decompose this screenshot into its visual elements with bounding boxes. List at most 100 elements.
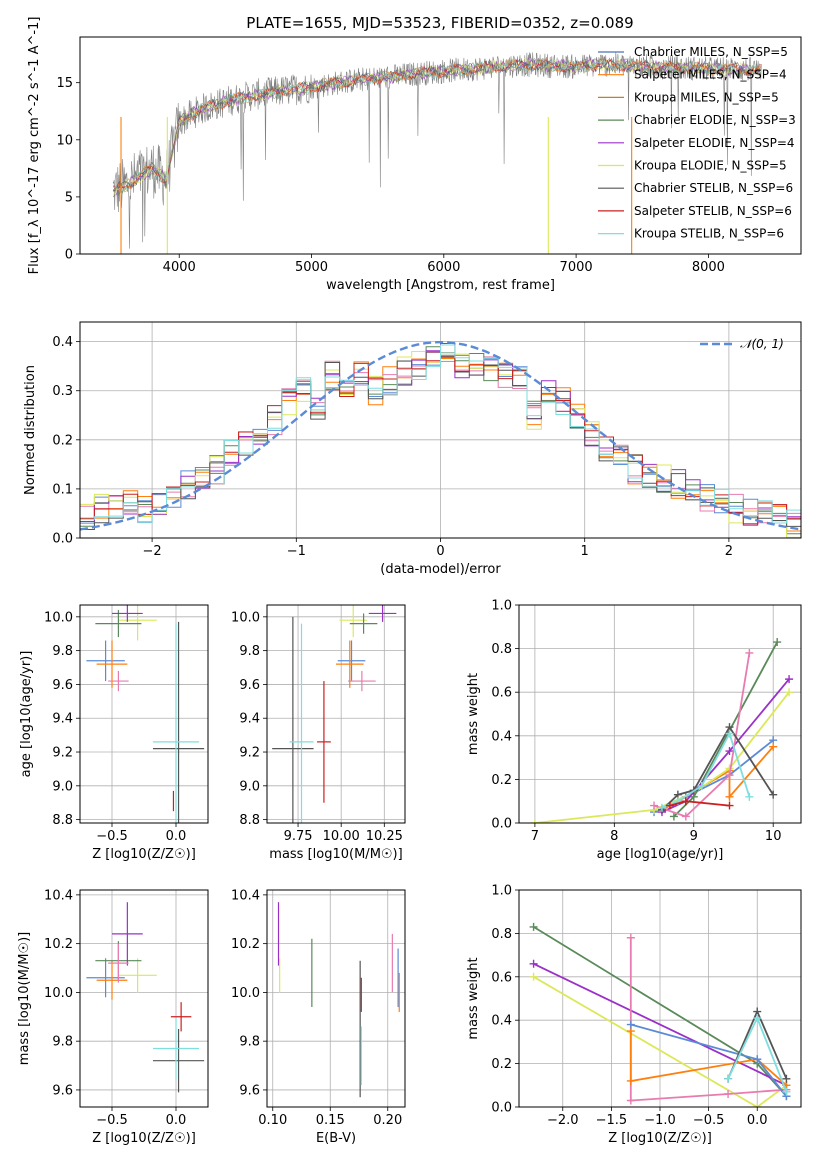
legend-label: Salpeter ELODIE, N_SSP=4	[634, 136, 795, 150]
x-tick-label: 9.75	[284, 829, 313, 844]
histogram-series	[80, 344, 801, 524]
x-tick-label: 1	[581, 544, 589, 559]
data-point	[745, 648, 754, 657]
y-tick-label: 0.4	[491, 729, 512, 744]
legend-label: Salpeter MILES, N_SSP=4	[634, 68, 787, 82]
y-tick-label: 1.0	[491, 599, 512, 614]
x-tick-label: −2.0	[547, 1113, 579, 1128]
x-tick-label: 0.0	[166, 1113, 187, 1128]
y-tick-label: 0	[65, 248, 73, 263]
data-point	[626, 1096, 635, 1105]
panel-7: −2.0 −1.5 −1.0 −0.5 0.0 0.0 0.2 0.4 0.6 0.8 1.0 Z […	[466, 884, 802, 1146]
panel-6: 0.10 0.15 0.20 9.6 9.8 10.0 10.2 10.4 E(B-V)	[231, 888, 406, 1146]
data-point	[697, 781, 706, 790]
mass-weight-line	[629, 1031, 787, 1086]
x-tick-label: 0.0	[166, 829, 187, 844]
y-axis-label: age [log10(age/yr)]	[19, 651, 34, 778]
axes-frame	[79, 604, 209, 824]
chart-title: PLATE=1655, MJD=53523, FIBERID=0352, z=0…	[246, 14, 633, 32]
plot-area	[86, 902, 205, 1093]
y-tick-label: 10.2	[231, 937, 260, 952]
data-point	[626, 1020, 635, 1029]
y-tick-label: 9.6	[52, 1083, 73, 1098]
data-point	[782, 1074, 791, 1083]
x-tick-label: 2	[725, 544, 733, 559]
data-point	[665, 801, 674, 810]
x-tick-label: 0.15	[316, 1113, 345, 1128]
legend-label: Chabrier STELIB, N_SSP=6	[634, 181, 793, 195]
data-point	[530, 819, 539, 823]
y-tick-label: 9.2	[239, 746, 260, 761]
y-axis-label: mass [log10(M/M☉)]	[17, 932, 32, 1065]
plot-area	[80, 341, 801, 538]
x-axis-label: (data-model)/error	[380, 562, 501, 577]
plot-area	[272, 605, 397, 823]
x-tick-label: −0.5	[693, 1113, 725, 1128]
observed-spectrum	[112, 52, 762, 249]
legend-label: Kroupa STELIB, N_SSP=6	[634, 227, 784, 241]
data-point	[669, 812, 678, 821]
mass-weight-line	[629, 937, 787, 1102]
legend-label: 𝒩(0, 1)	[740, 337, 784, 351]
data-point	[769, 742, 778, 751]
model-spectrum	[112, 58, 761, 197]
y-tick-label: 9.8	[239, 1035, 260, 1050]
x-tick-label: 6000	[427, 260, 460, 275]
y-tick-label: 0.6	[491, 686, 512, 701]
plot-area	[530, 638, 794, 823]
data-point	[782, 1087, 791, 1096]
x-tick-label: 0.20	[373, 1113, 402, 1128]
x-tick-label: 10.00	[323, 829, 360, 844]
data-point	[626, 933, 635, 942]
model-spectrum	[112, 58, 762, 194]
axes-frame	[79, 889, 209, 1108]
y-tick-label: 9.8	[239, 644, 260, 659]
y-tick-label: 9.0	[239, 779, 260, 794]
y-axis-label: Flux [f_λ 10^-17 erg cm^-2 s^-1 A^-1]	[27, 17, 42, 275]
panel-2: −0.5 0.0 8.8 9.0 9.2 9.4 9.6 9.8 10.0 Z [log10(Z/…	[19, 604, 209, 862]
y-tick-label: 9.0	[52, 779, 73, 794]
x-axis-label: Z [log10(Z/Z☉)]	[92, 847, 196, 862]
y-tick-label: 10.2	[44, 937, 73, 952]
legend-label: Kroupa ELODIE, N_SSP=5	[634, 159, 787, 173]
y-tick-label: 9.8	[52, 644, 73, 659]
y-tick-label: 1.0	[491, 884, 512, 899]
mass-weight-line	[533, 976, 787, 1107]
x-tick-label: 8	[610, 829, 618, 844]
gaussian-curve	[80, 341, 801, 531]
data-point	[626, 1076, 635, 1085]
data-point	[529, 972, 538, 981]
legend-label: Chabrier ELODIE, N_SSP=3	[634, 113, 796, 127]
y-tick-label: 10.4	[231, 888, 260, 903]
legend-label: Kroupa MILES, N_SSP=5	[634, 90, 779, 104]
y-tick-label: 0.3	[52, 384, 73, 399]
data-point	[725, 792, 734, 801]
y-tick-label: 0.2	[491, 1057, 512, 1072]
mass-weight-line	[533, 962, 787, 1087]
y-tick-label: 0.2	[52, 433, 73, 448]
x-tick-label: 10	[765, 829, 782, 844]
y-tick-label: 9.4	[239, 712, 260, 727]
y-tick-label: 15	[56, 76, 73, 91]
y-tick-label: 0.8	[491, 642, 512, 657]
y-tick-label: 0.4	[491, 1014, 512, 1029]
x-tick-label: −0.5	[96, 829, 128, 844]
panel-0: 4000 5000 6000 7000 8000 0 5 10 15 wavelength [An…	[27, 14, 802, 293]
plot-area	[112, 52, 762, 254]
y-tick-label: 0.1	[52, 482, 73, 497]
x-tick-label: 8000	[692, 260, 725, 275]
y-tick-label: 0.0	[491, 1101, 512, 1116]
y-tick-label: 9.8	[52, 1035, 73, 1050]
data-point	[725, 729, 734, 738]
y-tick-label: 0.8	[491, 927, 512, 942]
data-point	[657, 803, 666, 812]
y-axis-label: Normed distribution	[23, 365, 38, 495]
x-axis-label: wavelength [Angstrom, rest frame]	[326, 278, 555, 293]
x-tick-label: −1.0	[644, 1113, 676, 1128]
data-point	[773, 638, 782, 647]
plot-area	[277, 902, 400, 1098]
plot-area	[529, 922, 791, 1107]
data-point	[769, 790, 778, 799]
x-tick-label: −0.5	[96, 1113, 128, 1128]
